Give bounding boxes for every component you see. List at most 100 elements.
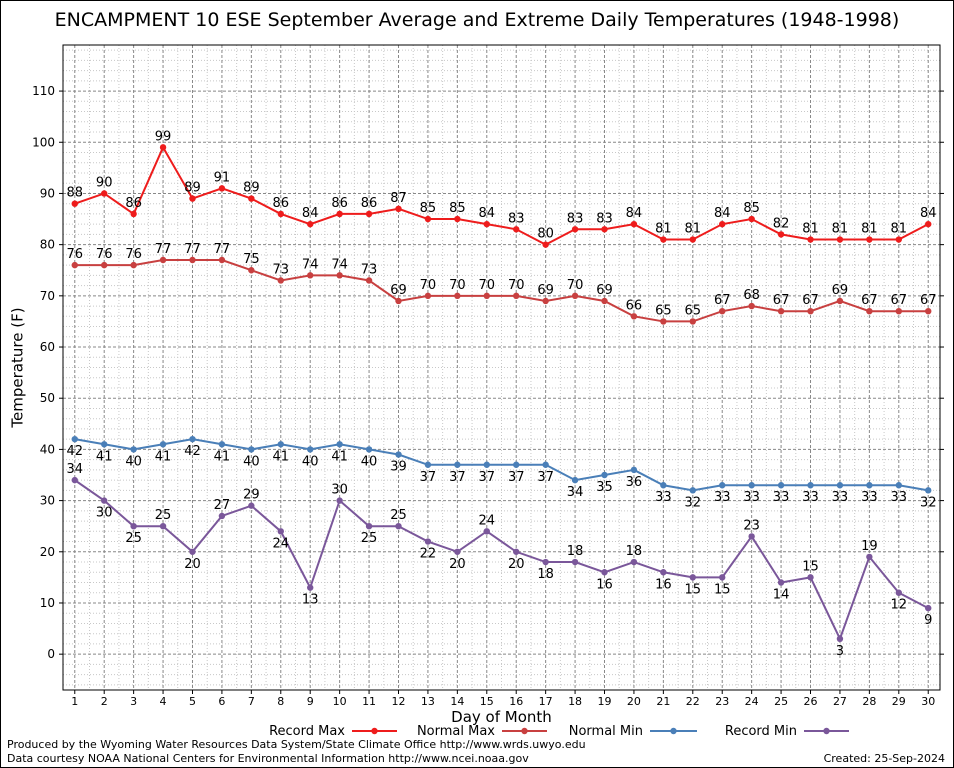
data-point (218, 185, 226, 192)
data-label: 19 (861, 539, 878, 554)
data-point (424, 292, 432, 300)
data-point (101, 261, 108, 269)
data-point (248, 195, 255, 202)
data-label: 41 (331, 449, 348, 464)
data-point (542, 241, 549, 248)
created-date: Created: 25-Sep-2024 (823, 752, 945, 765)
x-tick-label: 16 (509, 695, 523, 708)
data-label: 39 (390, 460, 407, 475)
data-label: 34 (66, 462, 83, 477)
series-line (74, 438, 929, 492)
data-point (513, 548, 520, 555)
data-point (395, 522, 402, 530)
data-label: 70 (508, 278, 525, 293)
data-label: 84 (302, 206, 319, 221)
data-point (836, 482, 844, 489)
data-label: 3 (836, 644, 844, 659)
data-point (336, 272, 343, 279)
y-axis-label: Temperature (F) (9, 307, 27, 428)
data-label: 36 (626, 475, 643, 490)
data-point (689, 236, 696, 243)
x-tick-label: 22 (686, 695, 700, 708)
data-label: 40 (125, 454, 142, 469)
legend-swatch-marker (371, 727, 378, 735)
data-point (159, 256, 167, 264)
data-label: 69 (832, 283, 849, 298)
data-point (660, 482, 667, 489)
data-label: 24 (273, 536, 290, 551)
data-point (189, 435, 196, 443)
data-label: 85 (743, 201, 760, 216)
data-point (513, 461, 520, 468)
data-label: 33 (773, 490, 790, 505)
data-point (365, 522, 373, 530)
data-label: 67 (773, 293, 790, 308)
data-label: 15 (714, 582, 731, 597)
data-label: 70 (449, 278, 466, 293)
data-point (454, 461, 461, 468)
x-tick-label: 7 (248, 695, 255, 708)
data-label: 18 (537, 567, 554, 582)
x-tick-label: 29 (892, 695, 906, 708)
chart-title: ENCAMPMENT 10 ESE September Average and … (54, 9, 900, 31)
data-point (807, 574, 814, 581)
data-label: 76 (125, 247, 142, 262)
data-label: 83 (596, 211, 613, 226)
data-point (925, 487, 932, 494)
data-point (719, 220, 726, 228)
data-point (395, 205, 402, 213)
data-label: 75 (243, 252, 260, 267)
data-point (866, 236, 873, 243)
data-point (248, 446, 255, 453)
data-label: 83 (508, 211, 525, 226)
data-label: 16 (596, 577, 613, 592)
y-tick-label: 60 (40, 340, 55, 354)
data-point (365, 277, 373, 284)
data-point (101, 497, 108, 504)
data-point (777, 231, 785, 238)
data-point (807, 236, 814, 243)
x-tick-label: 27 (833, 695, 847, 708)
data-label: 84 (626, 206, 643, 221)
data-label: 23 (743, 518, 760, 533)
data-point (542, 297, 549, 305)
data-point (571, 476, 579, 484)
data-point (424, 461, 432, 468)
data-point (895, 236, 902, 243)
data-label: 84 (714, 206, 731, 221)
data-label: 30 (331, 483, 348, 498)
data-point (630, 220, 638, 228)
x-tick-label: 30 (921, 695, 935, 708)
x-axis-label: Day of Month (451, 708, 552, 726)
data-point (189, 256, 196, 264)
data-point (130, 446, 137, 453)
legend-swatch-marker (670, 727, 677, 735)
data-point (365, 210, 373, 218)
data-label: 9 (924, 613, 932, 628)
credit-line-2: Data courtesy NOAA National Centers for … (7, 752, 529, 765)
data-label: 67 (891, 293, 908, 308)
legend-label: Normal Max (417, 724, 495, 739)
data-point (365, 446, 373, 453)
data-label: 81 (861, 222, 878, 237)
y-tick-label: 70 (40, 289, 55, 303)
data-label: 69 (596, 283, 613, 298)
data-point (277, 277, 284, 284)
data-point (719, 307, 726, 315)
data-label: 89 (243, 181, 260, 196)
data-label: 40 (302, 454, 319, 469)
data-point (777, 307, 785, 315)
x-tick-label: 18 (568, 695, 582, 708)
data-point (748, 215, 755, 223)
data-point (689, 487, 696, 494)
data-point (336, 441, 343, 448)
data-point (660, 569, 667, 576)
data-label: 91 (214, 170, 231, 185)
data-point (159, 441, 167, 448)
data-label: 12 (891, 598, 908, 613)
data-label: 32 (920, 495, 937, 510)
x-tick-label: 8 (277, 695, 284, 708)
data-label: 40 (243, 454, 260, 469)
data-point (601, 297, 608, 305)
